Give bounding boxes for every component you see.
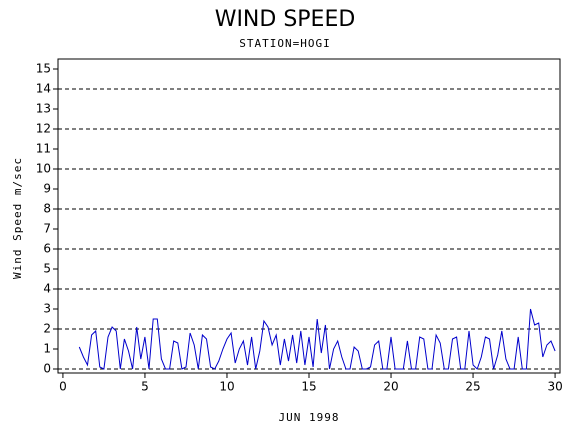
plot-frame xyxy=(57,58,561,374)
data-line xyxy=(78,308,556,370)
y-tick-label: 13 xyxy=(36,102,51,116)
y-axis-label: Wind Speed m/sec xyxy=(11,157,24,279)
y-tick-label: 0 xyxy=(43,362,51,376)
y-tick-label: 15 xyxy=(36,62,51,76)
x-tick-label: 25 xyxy=(465,380,480,394)
y-tick-label: 1 xyxy=(43,342,51,356)
y-tick-label: 3 xyxy=(43,302,51,316)
y-tick-label: 12 xyxy=(36,122,51,136)
y-tick-label: 7 xyxy=(43,222,51,236)
x-tick-label: 30 xyxy=(547,380,562,394)
x-tick-label: 0 xyxy=(59,380,67,394)
chart-subtitle: STATION=HOGI xyxy=(239,37,330,50)
x-tick-label: 15 xyxy=(301,380,316,394)
y-tick-label: 10 xyxy=(36,162,51,176)
x-tick-label: 5 xyxy=(141,380,149,394)
y-tick-label: 11 xyxy=(36,142,51,156)
y-tick-label: 2 xyxy=(43,322,51,336)
x-axis-label: JUN 1998 xyxy=(279,411,340,424)
x-tick-label: 20 xyxy=(383,380,398,394)
y-tick-label: 5 xyxy=(43,262,51,276)
y-tick-label: 14 xyxy=(36,82,51,96)
x-tick-label: 10 xyxy=(219,380,234,394)
y-tick-label: 8 xyxy=(43,202,51,216)
y-tick-label: 6 xyxy=(43,242,51,256)
y-tick-label: 9 xyxy=(43,182,51,196)
chart-title: WIND SPEED xyxy=(215,7,356,32)
y-tick-label: 4 xyxy=(43,282,51,296)
